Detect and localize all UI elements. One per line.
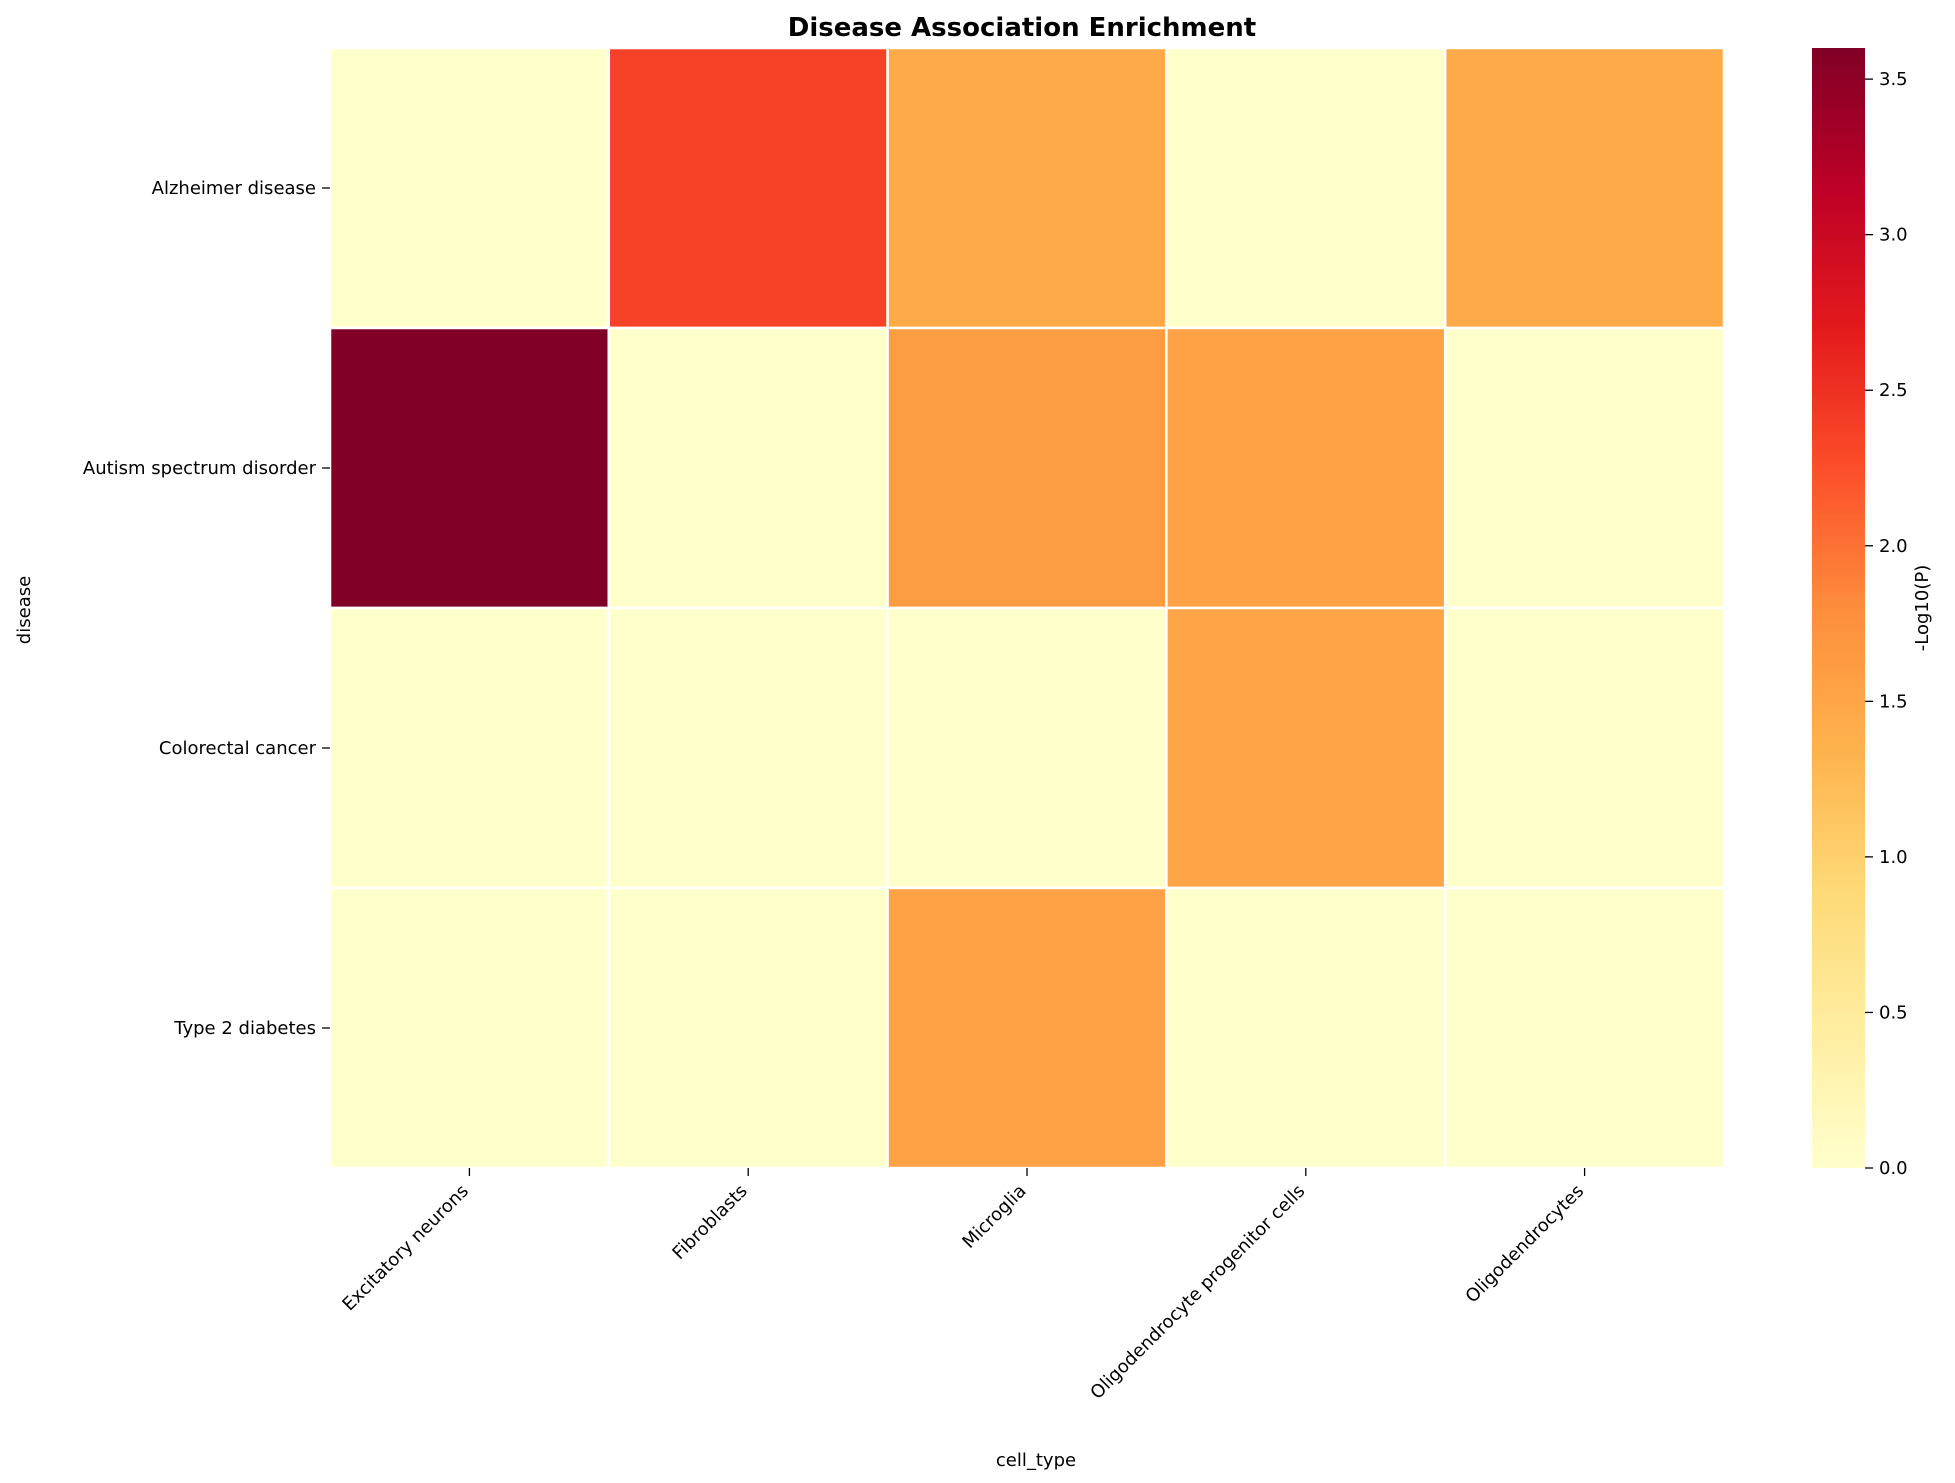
- colorbar: [1812, 48, 1865, 1168]
- heatmap-cell: [886, 606, 1168, 890]
- y-axis-label: disease: [14, 576, 35, 644]
- heatmap-cell: [1443, 326, 1726, 610]
- heatmap-cell: [1443, 46, 1726, 330]
- colorbar-tick-label: 3.0: [1879, 225, 1908, 246]
- colorbar-tick-label: 0.0: [1879, 1158, 1908, 1179]
- colorbar-tick-label: 3.5: [1879, 69, 1908, 90]
- colorbar-tick-label: 0.5: [1879, 1002, 1908, 1023]
- heatmap-cell: [607, 46, 889, 330]
- y-tick-label: Type 2 diabetes: [173, 1018, 316, 1039]
- heatmap-cells: [328, 46, 1726, 1170]
- colorbar-tick-label: 2.0: [1879, 536, 1908, 557]
- colorbar-ticks: 0.0 0.5 1.0 1.5 2.0 2.5 3.0 3.5: [1865, 69, 1908, 1179]
- x-axis-label: cell_type: [996, 1450, 1076, 1471]
- heatmap-cell: [607, 886, 889, 1170]
- chart-title: Disease Association Enrichment: [788, 13, 1256, 43]
- heatmap-cell: [1165, 886, 1447, 1170]
- heatmap-cell: [328, 606, 611, 890]
- heatmap-cell: [886, 46, 1168, 330]
- y-tick-label: Autism spectrum disorder: [83, 458, 317, 479]
- heatmap-cell: [1165, 326, 1447, 610]
- heatmap-cell: [1165, 606, 1447, 890]
- x-axis-ticks: Excitatory neurons Fibroblasts Microglia Ol…: [338, 1168, 1588, 1404]
- heatmap-cell: [886, 886, 1168, 1170]
- heatmap-cell: [1165, 46, 1447, 330]
- heatmap-cell: [607, 606, 889, 890]
- x-tick-label: Oligodendrocyte progenitor cells: [1086, 1181, 1309, 1404]
- colorbar-tick-label: 2.5: [1879, 380, 1908, 401]
- x-tick-label: Oligodendrocytes: [1462, 1181, 1589, 1308]
- heatmap-cell: [1443, 606, 1726, 890]
- y-axis-ticks: Alzheimer disease Autism spectrum disorde…: [83, 178, 330, 1039]
- y-tick-label: Alzheimer disease: [152, 178, 316, 199]
- heatmap-cell: [1443, 886, 1726, 1170]
- x-tick-label: Excitatory neurons: [338, 1181, 473, 1316]
- heatmap-cell: [886, 326, 1168, 610]
- colorbar-tick-label: 1.0: [1879, 847, 1908, 868]
- colorbar-label: -Log10(P): [1912, 565, 1933, 651]
- x-tick-label: Microglia: [958, 1181, 1030, 1253]
- heatmap-cell: [328, 46, 611, 330]
- heatmap-cell: [607, 326, 889, 610]
- colorbar-tick-label: 1.5: [1879, 691, 1908, 712]
- heatmap-cell: [328, 326, 611, 610]
- x-tick-label: Fibroblasts: [668, 1181, 751, 1264]
- y-tick-label: Colorectal cancer: [159, 738, 317, 759]
- heatmap-cell: [328, 886, 611, 1170]
